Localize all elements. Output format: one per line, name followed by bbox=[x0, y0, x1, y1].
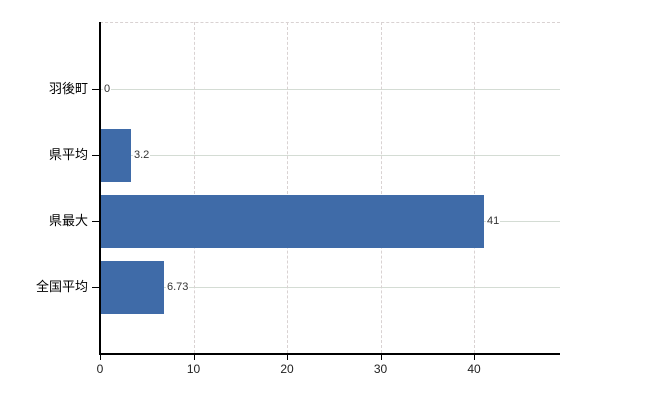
horizontal-gridline bbox=[100, 155, 560, 156]
x-axis-tick bbox=[193, 355, 195, 360]
y-axis-tick bbox=[92, 287, 100, 288]
y-axis-tick bbox=[92, 221, 100, 222]
x-axis-tick bbox=[100, 355, 101, 360]
category-label: 全国平均 bbox=[35, 279, 88, 294]
plot-top-border bbox=[100, 22, 560, 23]
horizontal-gridline bbox=[100, 287, 560, 288]
y-axis-line bbox=[99, 22, 101, 355]
x-tick-label: 20 bbox=[280, 362, 294, 376]
vertical-gridline bbox=[474, 22, 475, 353]
horizontal-gridline bbox=[100, 89, 560, 90]
x-tick-label: 0 bbox=[96, 362, 104, 376]
value-label: 3.2 bbox=[133, 148, 151, 162]
category-label: 県平均 bbox=[48, 147, 88, 162]
bar-3 bbox=[101, 261, 164, 314]
value-label: 6.73 bbox=[166, 280, 190, 294]
value-label: 41 bbox=[486, 214, 501, 228]
x-axis-tick bbox=[380, 355, 382, 360]
x-tick-label: 30 bbox=[373, 362, 388, 376]
value-label: 0 bbox=[103, 82, 112, 96]
bar-2 bbox=[101, 195, 484, 248]
x-axis-tick bbox=[474, 355, 475, 360]
bar-1 bbox=[101, 129, 131, 182]
category-label: 羽後町 bbox=[48, 81, 88, 96]
y-axis-tick bbox=[92, 155, 100, 156]
x-axis-tick bbox=[287, 355, 288, 360]
y-axis-tick bbox=[92, 89, 100, 90]
vertical-gridline bbox=[380, 22, 382, 353]
category-label: 県最大 bbox=[48, 213, 88, 228]
x-axis-line bbox=[99, 353, 560, 355]
x-tick-label: 10 bbox=[186, 362, 201, 376]
vertical-gridline bbox=[193, 22, 195, 353]
x-tick-label: 40 bbox=[467, 362, 481, 376]
vertical-gridline bbox=[287, 22, 288, 353]
